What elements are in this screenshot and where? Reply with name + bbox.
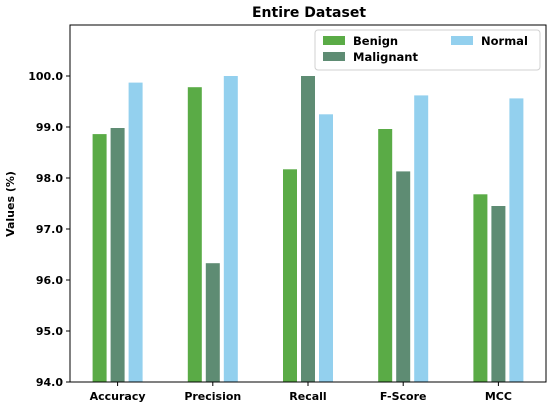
legend-swatch-benign — [323, 36, 345, 45]
legend-box — [314, 29, 541, 71]
x-tick-label: MCC — [485, 390, 512, 403]
plot-area: Accuracy Precision Recall F-Score MCC 94.0 95.… — [28, 24, 547, 403]
y-tick-label: 100.0 — [28, 70, 63, 83]
bar-normal-precision — [223, 76, 238, 382]
bar-benign-mcc — [473, 194, 488, 382]
y-tick-label: 96.0 — [36, 274, 63, 287]
chart-title: Entire Dataset — [252, 5, 366, 21]
bar-malignant-precision — [205, 263, 220, 382]
bar-benign-f-score — [378, 129, 393, 382]
bar-malignant-recall — [301, 76, 315, 382]
y-tick-label: 98.0 — [36, 172, 63, 185]
x-tick-label: F-Score — [380, 390, 427, 403]
bar-normal-f-score — [414, 95, 429, 383]
plot-frame — [69, 24, 547, 383]
y-tick-label: 99.0 — [36, 121, 63, 134]
bar-normal-recall — [319, 114, 333, 383]
bar-malignant-f-score — [396, 171, 411, 382]
legend-swatch-malignant — [323, 52, 345, 61]
bar-benign-precision — [187, 87, 202, 382]
bar-normal-mcc — [509, 98, 524, 383]
legend: Benign Malignant Normal — [314, 29, 541, 71]
bar-malignant-accuracy — [110, 128, 125, 382]
bar-benign-accuracy — [92, 134, 107, 382]
legend-label-normal: Normal — [481, 34, 528, 48]
legend-swatch-normal — [451, 36, 473, 45]
y-tick-label: 95.0 — [36, 325, 63, 338]
legend-label-benign: Benign — [353, 34, 398, 48]
y-axis-title: Values (%) — [4, 171, 17, 237]
y-tick-label: 94.0 — [36, 376, 63, 389]
bar-benign-recall — [283, 169, 297, 382]
x-tick-label: Accuracy — [90, 390, 146, 403]
x-tick-label: Precision — [184, 390, 241, 403]
x-tick-label: Recall — [289, 390, 326, 403]
bar-normal-accuracy — [128, 82, 143, 382]
y-tick-label: 97.0 — [36, 223, 63, 236]
legend-label-malignant: Malignant — [353, 50, 418, 64]
bar-malignant-mcc — [491, 206, 506, 382]
